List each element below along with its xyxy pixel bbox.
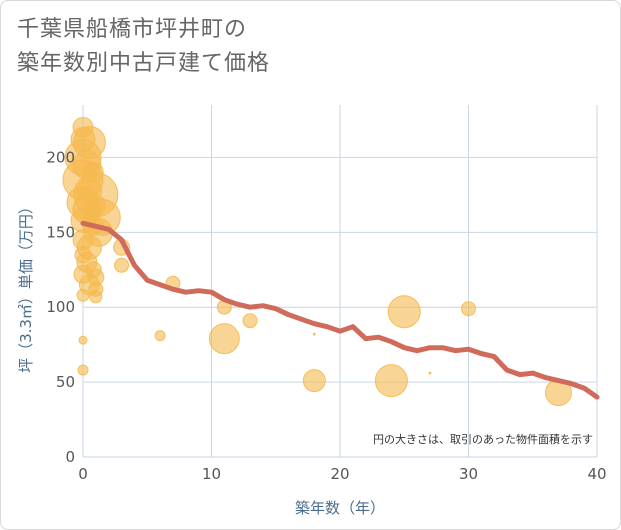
y-axis-label: 坪（3.3㎡）単価（万円）: [17, 199, 35, 373]
chart-title: 千葉県船橋市坪井町の 築年数別中古戸建て価格: [17, 13, 270, 81]
y-tick-label: 0: [65, 448, 75, 466]
bubble-point: [114, 257, 130, 273]
grid-lines: [82, 105, 598, 458]
x-axis-label: 築年数（年）: [295, 499, 385, 517]
bubble-point: [78, 335, 88, 345]
y-tick-labels: 0 50 100 150 200: [46, 148, 75, 466]
bubble-point: [387, 295, 421, 329]
bubble-point: [461, 301, 476, 317]
x-tick-label: 30: [459, 465, 478, 483]
x-tick-label: 20: [330, 465, 349, 483]
bubble-point: [89, 290, 103, 304]
bubble-point: [374, 364, 408, 398]
x-tick-label: 10: [202, 465, 221, 483]
bubble-point: [208, 323, 240, 355]
y-tick-label: 100: [46, 298, 75, 316]
bubble-point: [77, 364, 89, 376]
bubble-layer: [62, 116, 572, 407]
bubble-point: [302, 369, 326, 393]
bubble-point: [428, 371, 432, 375]
y-tick-label: 150: [46, 223, 75, 241]
bubble-point: [154, 330, 166, 342]
chart-title-line-2: 築年数別中古戸建て価格: [17, 51, 271, 76]
chart-title-line-1: 千葉県船橋市坪井町の: [17, 17, 248, 42]
y-tick-label: 50: [56, 373, 75, 391]
trend-line: [80, 220, 600, 400]
bubble-point: [242, 313, 258, 329]
x-tick-labels: 0 10 20 30 40: [78, 465, 606, 483]
bubble-size-note: 円の大きさは、取引のあった物件面積を示す: [373, 432, 593, 446]
x-tick-label: 0: [78, 465, 88, 483]
x-tick-label: 40: [587, 465, 606, 483]
bubble-point: [312, 332, 316, 336]
y-tick-label: 200: [46, 148, 75, 166]
bubble-point: [76, 288, 90, 302]
